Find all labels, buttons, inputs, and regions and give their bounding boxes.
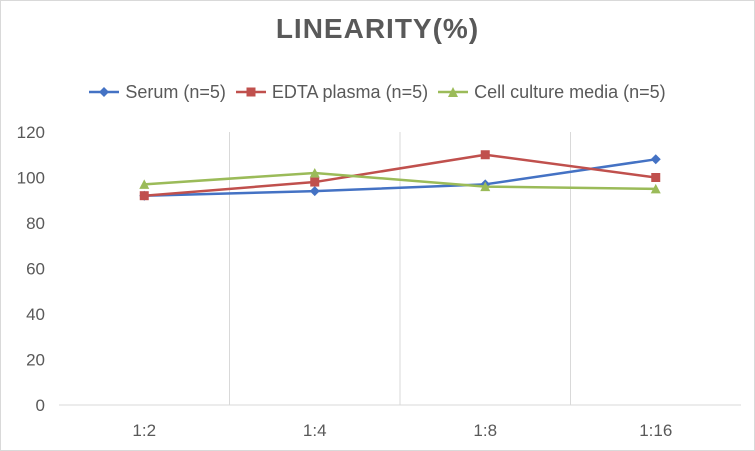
chart-title: LINEARITY(%) <box>275 13 480 44</box>
data-point-serum <box>309 186 320 197</box>
x-tick-label: 1:8 <box>473 421 497 440</box>
legend-label-edta-plasma: EDTA plasma (n=5) <box>271 81 429 102</box>
x-tick-label: 1:4 <box>303 421 327 440</box>
data-point-edta-plasma <box>310 177 320 187</box>
data-point-edta-plasma <box>651 173 661 182</box>
y-tick-label: 120 <box>17 123 45 142</box>
legend-item-serum: Serum (n=5) <box>89 82 226 103</box>
legend-item-edta-plasma: EDTA plasma (n=5) <box>235 81 429 103</box>
data-point-serum <box>650 154 661 165</box>
legend-label-cell-culture-media: Cell culture media (n=5) <box>474 81 666 102</box>
data-point-cell-culture-media <box>480 181 491 192</box>
legend-label-serum: Serum (n=5) <box>125 81 226 102</box>
series-line-cell-culture-media <box>144 171 656 191</box>
y-tick-label: 100 <box>17 169 45 188</box>
series-line-edta-plasma <box>144 153 656 197</box>
y-tick-label: 40 <box>26 305 45 324</box>
legend-marker-cell-culture-media <box>438 86 469 98</box>
y-tick-label: 20 <box>26 351 45 370</box>
legend-marker-edta-plasma <box>235 86 266 98</box>
chart-legend: Serum (n=5) EDTA plasma (n=5) Cell cultu… <box>1 79 754 105</box>
x-tick-label: 1:2 <box>132 421 156 440</box>
data-point-cell-culture-media <box>309 167 320 178</box>
y-tick-label: 80 <box>26 214 45 233</box>
legend-marker-serum <box>89 86 120 98</box>
series-line-serum <box>144 158 656 197</box>
data-point-cell-culture-media <box>650 183 661 194</box>
data-point-cell-culture-media <box>139 179 150 189</box>
legend-item-cell-culture-media: Cell culture media (n=5) <box>438 82 666 103</box>
data-point-edta-plasma <box>139 191 149 201</box>
y-tick-label: 60 <box>26 260 45 279</box>
x-tick-label: 1:16 <box>639 421 672 440</box>
data-point-edta-plasma <box>480 150 490 160</box>
y-tick-label: 0 <box>36 396 45 415</box>
